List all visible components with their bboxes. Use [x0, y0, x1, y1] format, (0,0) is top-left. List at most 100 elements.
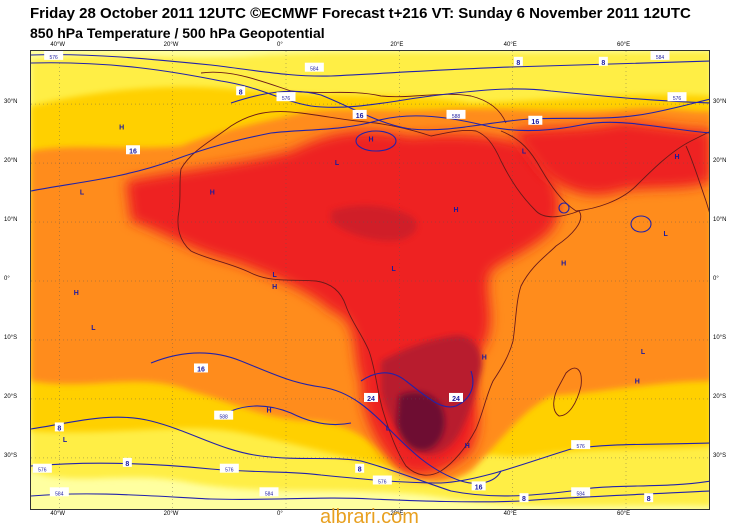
geopotential-contour-label-bg: [304, 62, 324, 72]
geopotential-contour-label: 576: [576, 444, 585, 450]
temperature-contour-label: 8: [601, 60, 605, 67]
temperature-contour-label: 8: [647, 496, 651, 503]
lat-label-left: 30°S: [4, 452, 18, 459]
temperature-contour-label-bg: [54, 422, 64, 432]
geopotential-contour-label-bg: [372, 475, 392, 485]
contour-24-south: [360, 370, 474, 408]
geopotential-contour-label-bg: [44, 51, 64, 60]
temperature-contour-label-bg: [194, 363, 208, 373]
low-pressure-label: L: [273, 272, 278, 279]
high-pressure-label: H: [482, 355, 487, 362]
geopotential-contour-label-bg: [32, 463, 52, 473]
field-20-24-arabia: [511, 121, 709, 195]
geopotential-labels: 576 576 576 576 576 576 576 584 584 584 584 584 588 5…: [32, 51, 687, 497]
geopotential-contour-label-bg: [667, 92, 687, 102]
temperature-contour-label-bg: [449, 392, 463, 402]
lon-label-bottom: 20°E: [390, 511, 404, 517]
lat-label-right: 30°N: [713, 99, 727, 106]
high-pressure-label: H: [272, 284, 277, 291]
geopotential-contour-label: 584: [576, 491, 585, 497]
lon-label-bottom: 40°E: [503, 511, 517, 517]
temperature-contour-label-bg: [122, 457, 132, 467]
high-pressure-label: H: [465, 443, 470, 450]
temperature-contour-label-bg: [236, 86, 246, 96]
lon-label-bottom: 20°W: [163, 511, 179, 517]
lon-label-top: 20°W: [163, 42, 179, 48]
temperature-contour-label: 24: [367, 396, 375, 403]
lon-label-bottom: 60°E: [617, 511, 631, 517]
high-pressure-label: H: [368, 136, 373, 143]
temperature-contour-label: 8: [358, 467, 362, 474]
temperature-contour-label: 8: [522, 496, 526, 503]
high-pressure-label: H: [74, 290, 79, 297]
contour-576-north: [31, 62, 709, 108]
high-pressure-label: H: [453, 207, 458, 214]
temperature-contour-label-bg: [126, 145, 140, 155]
low-pressure-label: L: [392, 266, 397, 273]
temperature-contour-label-bg: [528, 115, 543, 125]
high-pressure-label: H: [635, 378, 640, 385]
lat-label-left: 30°N: [4, 99, 18, 106]
temperature-contour-label: 16: [197, 366, 205, 373]
lat-label-left: 10°N: [4, 217, 18, 224]
lat-label-left: 0°: [4, 276, 10, 282]
field-above-28: [397, 392, 445, 451]
geopotential-contour-label-bg: [571, 487, 591, 497]
geopotential-contour-label: 584: [656, 55, 665, 61]
low-pressure-label: L: [80, 190, 85, 197]
lat-label-right: 20°N: [713, 158, 727, 165]
geopotential-contour-label-bg: [49, 487, 69, 497]
low-pressure-label: L: [664, 231, 669, 238]
geopotential-contour-label: 576: [38, 468, 47, 474]
lon-label-top: 40°E: [503, 42, 517, 48]
low-pressure-label: L: [91, 325, 96, 332]
contour-16-north: [31, 115, 709, 192]
temperature-contour-label: 8: [57, 425, 61, 432]
contour-8-south: [31, 416, 709, 497]
contour-588-south: [230, 405, 352, 426]
temperature-contour-label: 8: [239, 89, 243, 96]
geopotential-contour-label-bg: [650, 51, 670, 60]
low-pressure-label: L: [335, 160, 340, 167]
low-pressure-label: L: [641, 349, 646, 356]
india-coastline: [685, 145, 709, 213]
arabia-coastline: [500, 130, 709, 212]
high-pressure-label: H: [210, 190, 215, 197]
lat-label-left: 10°S: [4, 334, 18, 341]
contour-8-north: [230, 90, 709, 131]
temperature-contour-label-bg: [598, 56, 608, 66]
contour-closed-indian-ocean: [630, 215, 652, 233]
lon-label-top: 40°W: [50, 42, 66, 48]
contour-closed-sahara: [355, 130, 397, 152]
temperature-contour-label-bg: [644, 493, 654, 503]
geopotential-contour-label-bg: [446, 109, 466, 119]
lat-label-right: 10°N: [713, 217, 727, 224]
low-pressure-label: L: [386, 425, 391, 432]
high-pressure-label: H: [119, 125, 124, 132]
temperature-contour-label-bg: [471, 481, 486, 491]
temperature-contour-label-bg: [355, 463, 365, 473]
high-pressure-label: H: [266, 408, 271, 415]
geopotential-contour-label: 576: [282, 96, 291, 102]
geopotential-contour-label: 576: [673, 96, 682, 102]
lat-label-left: 20°S: [4, 393, 18, 400]
map-subtitle: 850 hPa Temperature / 500 hPa Geopotenti…: [30, 25, 325, 41]
geopotential-contour-label: 576: [225, 468, 234, 474]
madagascar-coastline: [553, 367, 582, 417]
lon-label-top: 60°E: [617, 42, 631, 48]
geopotential-contour-label: 584: [55, 491, 64, 497]
contour-584-north: [31, 54, 709, 77]
lat-label-right: 0°: [713, 276, 719, 282]
high-pressure-label: H: [561, 260, 566, 267]
temperature-contour-label-bg: [364, 392, 378, 402]
geopotential-contour-label: 576: [378, 480, 387, 486]
geopotential-contour-label: 588: [452, 114, 461, 120]
geopotential-contour-label: 576: [49, 55, 58, 61]
lon-label-top: 0°: [277, 42, 283, 48]
mediterranean-coastline: [200, 71, 507, 124]
temperature-contour-label-bg: [519, 493, 529, 503]
temperature-contour-label-bg: [352, 109, 367, 119]
temperature-contour-labels: 16 16 16 16 16 8 8 8 8 8 8 8 8 24 24: [54, 56, 654, 503]
